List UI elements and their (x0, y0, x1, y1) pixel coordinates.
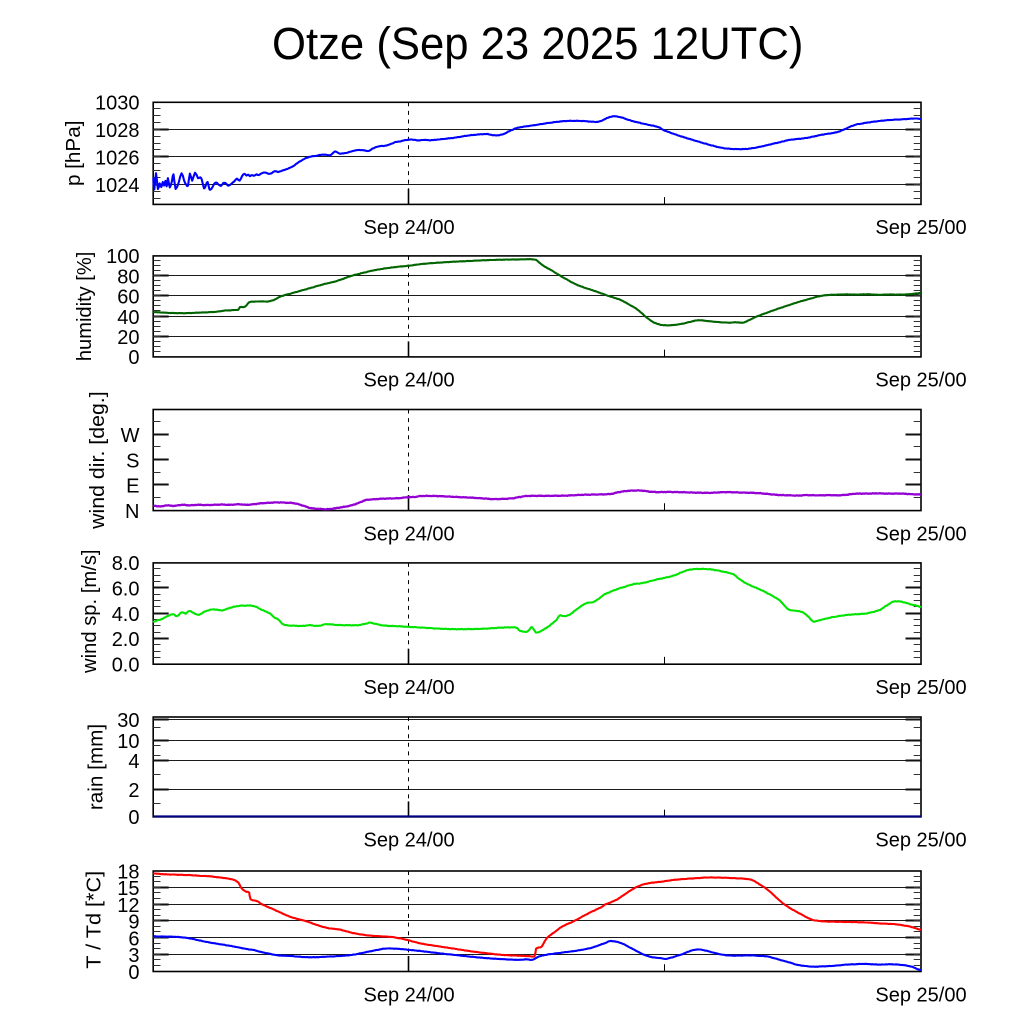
svg-text:1028: 1028 (95, 120, 140, 142)
svg-text:2.0: 2.0 (112, 629, 140, 651)
svg-text:2: 2 (128, 780, 139, 802)
svg-text:1026: 1026 (95, 148, 140, 170)
svg-text:18: 18 (117, 861, 139, 883)
svg-text:Sep 24/00: Sep 24/00 (363, 370, 454, 392)
svg-text:Sep 24/00: Sep 24/00 (363, 523, 454, 545)
svg-text:humidity [%]: humidity [%] (74, 252, 96, 362)
svg-text:10: 10 (117, 731, 139, 753)
svg-text:Sep 25/00: Sep 25/00 (875, 830, 966, 852)
svg-text:4: 4 (128, 751, 139, 773)
svg-text:Sep 24/00: Sep 24/00 (363, 830, 454, 852)
svg-text:0: 0 (128, 347, 139, 369)
svg-text:wind dir. [deg.]: wind dir. [deg.] (87, 391, 109, 530)
svg-text:S: S (126, 450, 139, 472)
svg-text:wind sp. [m/s]: wind sp. [m/s] (79, 549, 101, 674)
svg-text:N: N (125, 501, 139, 523)
svg-text:40: 40 (117, 307, 139, 329)
svg-text:30: 30 (117, 710, 139, 732)
svg-text:Sep 25/00: Sep 25/00 (875, 217, 966, 239)
svg-text:0: 0 (128, 962, 139, 984)
svg-text:Sep 25/00: Sep 25/00 (875, 677, 966, 699)
svg-text:rain [mm]: rain [mm] (86, 724, 108, 810)
svg-text:Otze (Sep 23 2025 12UTC): Otze (Sep 23 2025 12UTC) (272, 18, 803, 69)
svg-text:20: 20 (117, 327, 139, 349)
svg-text:6.0: 6.0 (112, 579, 140, 601)
svg-text:Sep 25/00: Sep 25/00 (875, 984, 966, 1006)
svg-text:4.0: 4.0 (112, 604, 140, 626)
svg-text:80: 80 (117, 266, 139, 288)
svg-text:Sep 25/00: Sep 25/00 (875, 370, 966, 392)
svg-text:Sep 25/00: Sep 25/00 (875, 523, 966, 545)
svg-text:E: E (126, 476, 139, 498)
svg-text:60: 60 (117, 287, 139, 309)
svg-text:0.0: 0.0 (112, 655, 140, 677)
svg-text:0: 0 (128, 807, 139, 829)
svg-text:T / Td [*C]: T / Td [*C] (84, 871, 106, 969)
svg-text:100: 100 (106, 246, 139, 268)
svg-text:1030: 1030 (95, 93, 140, 115)
svg-text:8.0: 8.0 (112, 553, 140, 575)
svg-text:Sep 24/00: Sep 24/00 (363, 217, 454, 239)
svg-text:Sep 24/00: Sep 24/00 (363, 677, 454, 699)
svg-text:3: 3 (128, 945, 139, 967)
svg-text:1024: 1024 (95, 175, 140, 197)
svg-text:p [hPa]: p [hPa] (63, 121, 85, 187)
svg-text:9: 9 (128, 912, 139, 934)
svg-text:15: 15 (117, 878, 139, 900)
svg-text:W: W (121, 425, 140, 447)
svg-text:12: 12 (117, 895, 139, 917)
svg-text:6: 6 (128, 928, 139, 950)
svg-text:Sep 24/00: Sep 24/00 (363, 984, 454, 1006)
